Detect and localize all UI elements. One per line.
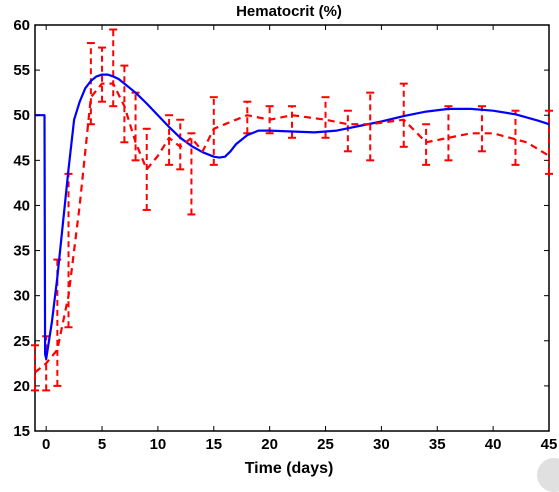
x-tick-label: 30 [373,436,390,453]
error-bar [109,28,118,108]
error-bar [165,114,174,166]
error-bar [444,105,453,162]
data-layer [31,28,553,392]
error-bar [31,344,39,392]
error-bar [98,46,107,103]
y-tick-label: 50 [13,107,30,124]
corner-circle-decoration [537,458,559,492]
data-series-line [34,82,550,374]
y-tick-label: 60 [13,17,30,34]
error-bar [187,132,196,216]
x-tick-label: 40 [485,436,502,453]
error-bar [545,109,553,175]
x-tick-label: 5 [98,436,106,453]
error-bar [86,42,95,126]
x-tick-label: 10 [150,436,167,453]
y-tick-label: 25 [13,333,30,350]
error-bar [321,96,330,139]
y-tick-label: 40 [13,197,30,214]
error-bar [422,123,431,166]
plot-area [34,24,550,432]
x-tick-label: 25 [317,436,334,453]
x-axis-label: Time (days) [245,460,334,477]
y-tick-label: 55 [13,62,30,79]
error-bar [511,109,520,166]
y-tick-label: 45 [13,152,30,169]
error-bar [120,64,129,144]
y-tick-label: 20 [13,378,30,395]
x-tick-label: 15 [205,436,222,453]
error-bar [176,118,185,171]
x-tick-label: 35 [429,436,446,453]
y-tick-label: 35 [13,243,30,260]
error-bar [477,105,486,153]
hematocrit-chart: Hematocrit (%) 0 5 10 15 20 25 30 35 40 45 15 20 25 3… [13,3,557,477]
error-bar [343,109,352,153]
x-tick-label: 20 [261,436,278,453]
x-tick-label: 45 [541,436,558,453]
error-bar [366,91,375,162]
chart-title: Hematocrit (%) [236,3,342,20]
y-tick-label: 30 [13,288,30,305]
x-tick-label: 0 [42,436,50,453]
y-tick-label: 15 [13,423,30,440]
axis-ticks: 0 5 10 15 20 25 30 35 40 45 15 20 25 30 35 40 45 50 55 60 [13,17,557,453]
